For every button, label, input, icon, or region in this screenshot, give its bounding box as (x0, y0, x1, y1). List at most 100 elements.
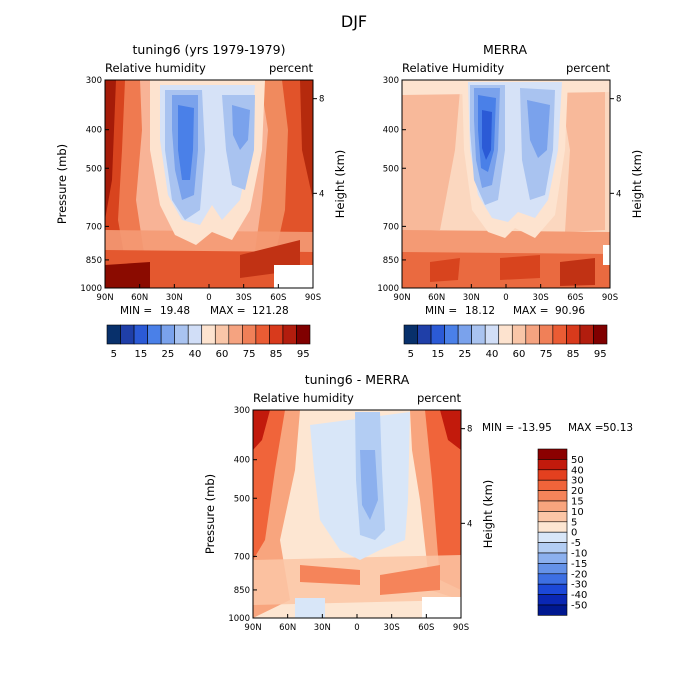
colorbar-swatch (537, 511, 568, 523)
panel-title: tuning6 - MERRA (305, 372, 410, 387)
x-tick-label: 90N (393, 293, 410, 303)
colorbar-label: 30 (571, 476, 584, 487)
x-tick-label: 30N (314, 623, 331, 633)
panel-left-subtitle: Relative Humidity (402, 61, 504, 75)
colorbar-label: 5 (111, 349, 117, 360)
ylabel-right: Height (km) (481, 480, 495, 549)
x-tick-label: 90S (453, 623, 469, 633)
max-label: MAX = (513, 305, 549, 317)
panel-right-subtitle: percent (269, 61, 314, 75)
colorbar-label: 75 (243, 349, 256, 360)
panel-difference: tuning6 - MERRA Relative humidity percen… (203, 372, 633, 633)
contour-field (105, 80, 313, 288)
colorbar-model: 5 15 25 40 60 75 85 95 (106, 324, 311, 360)
x-tick-label: 0 (206, 293, 211, 303)
ylabel-right: Height (km) (630, 150, 644, 219)
min-value: -13.95 (518, 422, 552, 434)
colorbar-swatch (537, 583, 568, 595)
y-tick-label: 850 (86, 256, 102, 266)
colorbar-label: 15 (431, 349, 444, 360)
colorbar-swatch (537, 573, 568, 585)
colorbar-swatch (160, 324, 175, 345)
colorbar-swatch (147, 324, 162, 345)
min-label: MIN = (120, 305, 152, 317)
y-right-tick-label: 8 (319, 95, 324, 105)
y-tick-label: 500 (86, 164, 102, 174)
figure-title: DJF (341, 12, 367, 31)
x-tick-label: 60N (428, 293, 445, 303)
colorbar-label: 15 (571, 497, 584, 508)
colorbar-swatch (525, 324, 540, 345)
y-tick-label: 300 (86, 76, 102, 86)
colorbar-swatch (537, 542, 568, 554)
y-right-tick-label: 4 (319, 189, 324, 199)
colorbar-swatch (579, 324, 594, 345)
colorbar-swatch (120, 324, 135, 345)
x-tick-label: 0 (503, 293, 508, 303)
y-tick-label: 400 (234, 456, 250, 466)
x-tick-label: 60S (567, 293, 583, 303)
y-tick-label: 300 (383, 76, 399, 86)
colorbar-swatch (537, 479, 568, 491)
y-right-tick-label: 4 (616, 189, 621, 199)
colorbar-label: 60 (513, 349, 526, 360)
colorbar-swatch (593, 324, 608, 345)
max-value: 90.96 (555, 305, 585, 317)
x-tick-label: 60N (131, 293, 148, 303)
min-label: MIN = (425, 305, 457, 317)
colorbar-label: 85 (270, 349, 283, 360)
colorbar-label: 40 (189, 349, 202, 360)
colorbar-swatch (106, 324, 121, 345)
max-value: 50.13 (603, 422, 633, 434)
colorbar-swatch (537, 459, 568, 471)
colorbar-label: -20 (571, 569, 587, 580)
colorbar-label: 25 (162, 349, 175, 360)
colorbar-label: 15 (134, 349, 147, 360)
colorbar-merra: 5 15 25 40 60 75 85 95 (403, 324, 608, 360)
y-right-tick-label: 4 (467, 519, 472, 529)
max-value: 121.28 (252, 305, 289, 317)
y-tick-label: 500 (234, 494, 250, 504)
colorbar-swatch (187, 324, 203, 345)
colorbar-label: -30 (571, 580, 587, 591)
ylabel: Pressure (mb) (203, 474, 217, 554)
y-tick-label: 400 (86, 126, 102, 136)
colorbar-label: 85 (567, 349, 580, 360)
colorbar-swatch (430, 324, 445, 345)
colorbar-swatch (537, 563, 568, 575)
colorbar-label: -5 (571, 538, 581, 549)
colorbar-swatch (174, 324, 189, 345)
colorbar-swatch (537, 448, 568, 460)
colorbar-label: 0 (571, 528, 577, 539)
min-value: 18.12 (465, 305, 495, 317)
x-tick-label: 30S (533, 293, 549, 303)
x-tick-label: 90S (305, 293, 321, 303)
colorbar-swatch (552, 324, 567, 345)
y-tick-label: 850 (234, 586, 250, 596)
colorbar-label: 40 (571, 465, 584, 476)
y-tick-label: 1000 (228, 614, 250, 624)
y-tick-label: 700 (86, 222, 102, 232)
colorbar-swatch (537, 604, 568, 616)
panel-left-subtitle: Relative humidity (105, 61, 206, 75)
colorbar-swatch (242, 324, 257, 345)
colorbar-swatch (444, 324, 459, 345)
colorbar-swatch (214, 324, 230, 345)
colorbar-label: -10 (571, 549, 587, 560)
masked-region (274, 265, 313, 288)
x-tick-label: 30S (384, 623, 400, 633)
min-value: 19.48 (160, 305, 190, 317)
colorbar-label: 20 (571, 486, 584, 497)
x-tick-label: 90N (244, 623, 261, 633)
colorbar-swatch (537, 490, 568, 502)
min-label: MIN = (482, 422, 514, 434)
colorbar-swatch (537, 469, 568, 481)
colorbar-swatch (537, 531, 568, 543)
panel-merra: MERRA Relative Humidity percent 90N 60N 30… (377, 42, 644, 317)
colorbar-swatch (296, 324, 311, 345)
x-tick-label: 60S (270, 293, 286, 303)
colorbar-label: -15 (571, 559, 587, 570)
colorbar-swatch (537, 500, 568, 512)
colorbar-label: 60 (216, 349, 229, 360)
colorbar-label: 5 (408, 349, 414, 360)
